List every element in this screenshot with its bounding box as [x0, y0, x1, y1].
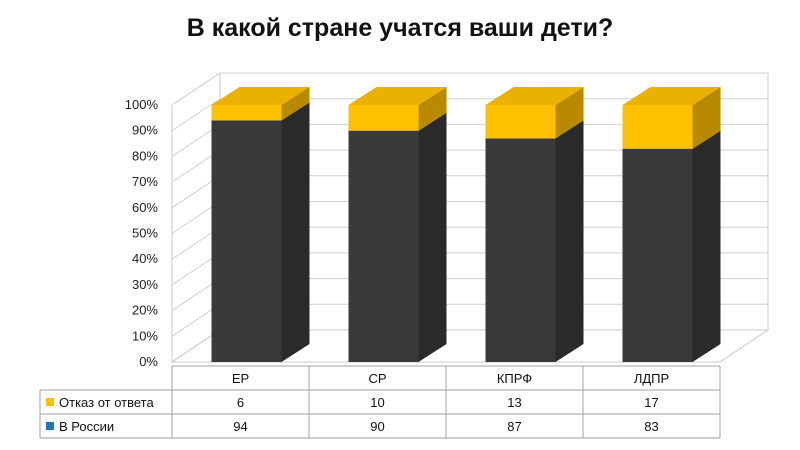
bar-КПРФ-Отказ от ответа-front	[485, 105, 556, 139]
bar-КПРФ-В России-side	[555, 120, 584, 362]
y-tick-label: 30%	[132, 277, 158, 292]
chart-title: В какой стране учатся ваши дети?	[186, 14, 614, 42]
x-category-label: СР	[368, 371, 386, 386]
bar-ЕР-Отказ от ответа-front	[211, 105, 282, 121]
y-tick-label: 60%	[132, 200, 158, 215]
data-label: 17	[644, 395, 658, 410]
x-category-label: ЕР	[232, 371, 249, 386]
bar-СР-В России-front	[348, 130, 419, 362]
bar-СР-Отказ от ответа-side	[418, 87, 447, 131]
bar-ЛДПР-Отказ от ответа-side	[692, 87, 721, 149]
bar-ЛДПР-В России-side	[692, 130, 721, 362]
bar-ЕР-В России-front	[211, 120, 282, 362]
bar-ЛДПР-Отказ от ответа-top	[622, 87, 721, 105]
gridline	[171, 72, 768, 106]
bar-ЕР-Отказ от ответа-top	[211, 87, 310, 105]
data-label: 10	[370, 395, 384, 410]
legend-label: Отказ от ответа	[59, 395, 154, 410]
bar-ЛДПР-Отказ от ответа-front	[622, 105, 693, 149]
bar-СР-Отказ от ответа-top	[348, 87, 447, 105]
data-label: 87	[507, 419, 521, 434]
y-tick-label: 40%	[132, 251, 158, 266]
data-label: 83	[644, 419, 658, 434]
bar-СР-В России-side	[418, 112, 447, 362]
y-tick-label: 10%	[132, 328, 158, 343]
data-label: 94	[233, 419, 247, 434]
gridline	[171, 98, 768, 132]
x-category-label: КПРФ	[497, 371, 532, 386]
bar-ЕР-В России-side	[281, 102, 310, 363]
y-tick-label: 90%	[132, 123, 158, 138]
y-tick-label: 100%	[125, 97, 159, 112]
legend-marker	[46, 422, 54, 430]
data-label: 6	[237, 395, 244, 410]
data-label: 90	[370, 419, 384, 434]
bar-КПРФ-Отказ от ответа-side	[555, 87, 584, 139]
y-tick-label: 50%	[132, 226, 158, 241]
bar-КПРФ-Отказ от ответа-top	[485, 87, 584, 105]
x-category-label: ЛДПР	[634, 371, 669, 386]
legend-marker	[46, 398, 54, 406]
y-tick-label: 0%	[139, 354, 158, 369]
bar-ЕР-Отказ от ответа-side	[281, 87, 310, 121]
bar-СР-Отказ от ответа-front	[348, 105, 419, 131]
y-tick-label: 20%	[132, 303, 158, 318]
legend-label: В России	[59, 419, 114, 434]
bar-КПРФ-В России-front	[485, 138, 556, 362]
bar-ЛДПР-В России-front	[622, 148, 693, 362]
data-label: 13	[507, 395, 521, 410]
y-tick-label: 80%	[132, 148, 158, 163]
y-tick-label: 70%	[132, 174, 158, 189]
